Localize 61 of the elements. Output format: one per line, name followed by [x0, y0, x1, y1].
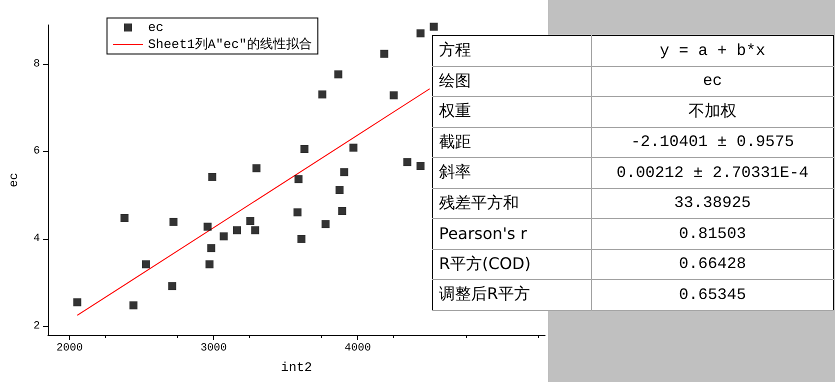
point — [204, 222, 212, 231]
point — [207, 244, 216, 252]
x-tick-label: 2000 — [56, 342, 83, 354]
point — [168, 282, 176, 290]
annotation: 绘图 — [432, 66, 592, 96]
point — [322, 220, 330, 228]
annotation: 调整后R平方 — [432, 280, 592, 310]
text: ec — [592, 66, 834, 96]
point — [336, 186, 344, 194]
point — [416, 162, 425, 170]
point — [208, 172, 216, 181]
annotation: 斜率 — [432, 158, 592, 188]
annotation: 权重 — [432, 96, 592, 127]
text: 0.66428 — [592, 249, 834, 280]
annotation: R平方(COD) — [432, 249, 592, 280]
text: 0.00212 ± 2.70331E-4 — [592, 158, 834, 188]
point — [416, 29, 425, 38]
point — [430, 22, 438, 31]
annotation: 残差平方和 — [432, 188, 592, 218]
point — [349, 144, 358, 152]
text: -2.10401 ± 0.9575 — [592, 127, 834, 158]
point — [205, 260, 214, 268]
y-axis-title: ec — [7, 172, 21, 188]
text: 0.65345 — [592, 280, 834, 310]
point — [252, 164, 260, 172]
x-axis-title: int2 — [280, 360, 312, 375]
y-tick-label: 8 — [33, 58, 40, 70]
point — [403, 158, 412, 166]
point — [73, 298, 82, 306]
point — [246, 217, 254, 226]
text: 33.38925 — [592, 188, 834, 218]
point — [318, 90, 326, 98]
point — [297, 234, 306, 243]
x-tick-label: 3000 — [200, 342, 227, 354]
point — [390, 91, 398, 100]
annotation: 截距 — [432, 127, 592, 158]
y-tick-label: 4 — [33, 232, 40, 245]
point — [380, 50, 388, 58]
annotation: Pearson's r — [432, 218, 592, 249]
y-tick-label: 2 — [33, 320, 40, 332]
point — [129, 301, 138, 310]
text: 不加权 — [592, 96, 834, 127]
x-tick-label: 4000 — [344, 342, 371, 354]
point — [120, 214, 128, 222]
point — [233, 226, 242, 234]
point — [169, 218, 178, 226]
legend-label: ec — [148, 20, 164, 35]
point — [294, 208, 302, 216]
point — [220, 232, 228, 240]
text: y = a + b*x — [592, 36, 834, 66]
point — [294, 175, 303, 184]
point — [338, 207, 346, 215]
y-tick-label: 6 — [33, 146, 40, 158]
point — [142, 260, 150, 268]
legend-label: Sheet1列A"ec"的线性拟合 — [148, 37, 312, 52]
point — [340, 168, 348, 176]
annotation: 方程 — [432, 36, 592, 66]
point — [300, 145, 308, 153]
point — [251, 226, 260, 234]
text: 0.81503 — [592, 218, 834, 249]
point — [334, 70, 342, 78]
